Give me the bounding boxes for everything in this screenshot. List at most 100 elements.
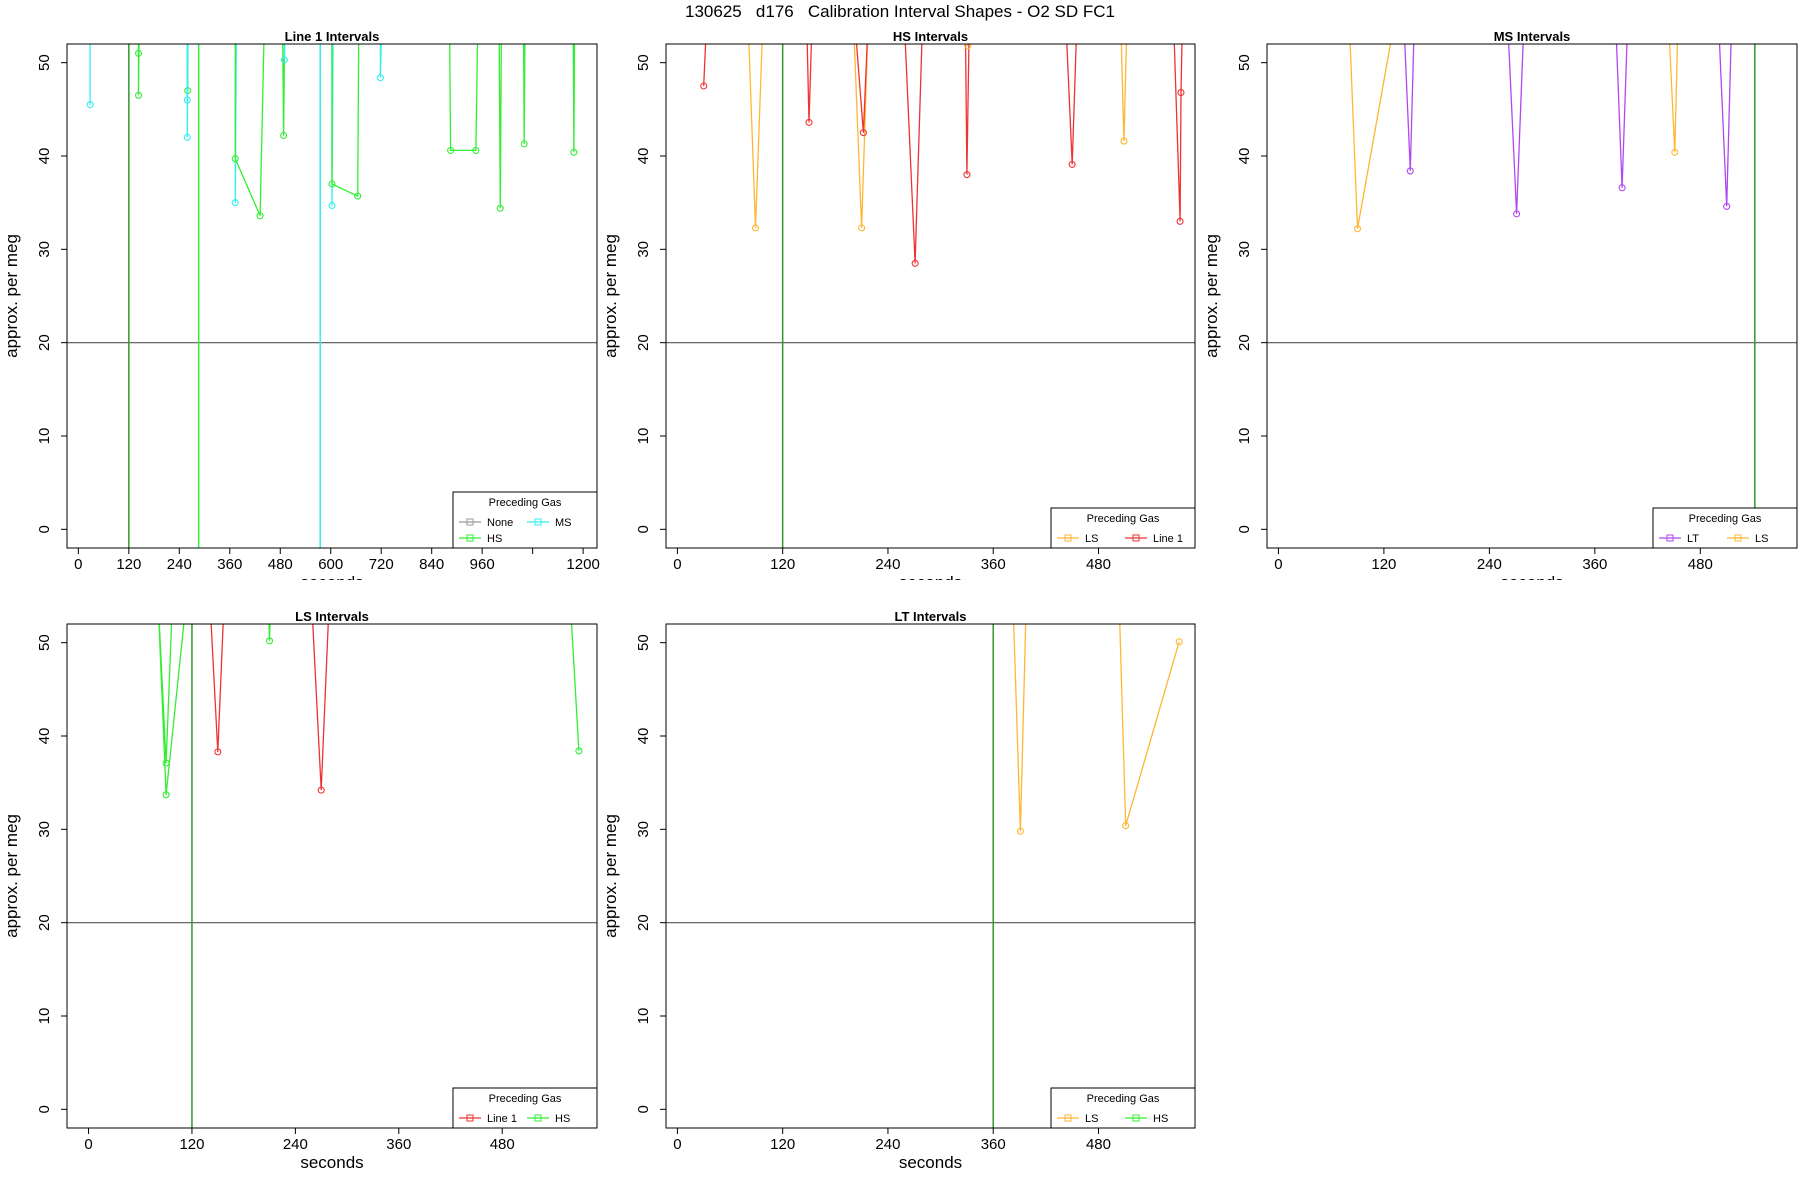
data-point xyxy=(328,180,336,188)
legend-entry: LS xyxy=(1755,533,1768,545)
panel-title: Line 1 Intervals xyxy=(285,29,380,44)
x-tick-label: 240 xyxy=(1477,556,1502,573)
legend-entry: HS xyxy=(487,533,502,545)
page-title: 130625 d176 Calibration Interval Shapes … xyxy=(685,2,1115,21)
y-tick-label: 30 xyxy=(36,241,53,258)
y-tick-label: 30 xyxy=(36,821,53,838)
legend-entry: MS xyxy=(555,517,572,529)
data-point xyxy=(570,148,578,156)
x-tick-label: 960 xyxy=(470,556,495,573)
data-point xyxy=(1723,202,1731,210)
x-axis-label: seconds xyxy=(899,1153,962,1172)
y-tick-label: 0 xyxy=(36,525,53,533)
x-tick-label: 0 xyxy=(673,1136,681,1153)
data-point xyxy=(162,791,170,799)
y-tick-label: 40 xyxy=(36,728,53,745)
series-line xyxy=(137,44,140,96)
y-axis-label: approx. per meg xyxy=(1202,234,1221,358)
x-tick-label: 120 xyxy=(770,556,795,573)
series-line xyxy=(967,44,969,46)
series-line xyxy=(1119,624,1180,826)
y-tick-label: 10 xyxy=(36,428,53,445)
series-line xyxy=(522,44,526,144)
x-tick-label: 360 xyxy=(1582,556,1607,573)
x-tick-label: 360 xyxy=(981,556,1006,573)
x-tick-label: 840 xyxy=(419,556,444,573)
series-line xyxy=(331,44,360,198)
legend-swatch-marker xyxy=(1666,534,1674,542)
x-tick-label: 120 xyxy=(770,1136,795,1153)
panel-ms-intervals: MS Intervals 0 120 240 360 480 seconds 0 10 20 30 4… xyxy=(1202,29,1798,580)
panel-title: LT Intervals xyxy=(894,609,966,624)
data-point xyxy=(214,748,222,756)
y-tick-label: 20 xyxy=(635,334,652,351)
series-line xyxy=(1173,44,1183,222)
panel-title: HS Intervals xyxy=(893,29,968,44)
legend-swatch-marker xyxy=(466,534,474,542)
data-point xyxy=(472,146,480,154)
data-point xyxy=(963,171,971,179)
series-line xyxy=(570,624,580,751)
legend-swatch-marker xyxy=(534,1114,542,1122)
legend-entry: LS xyxy=(1085,533,1098,545)
data-point xyxy=(1353,225,1362,233)
plot-frame xyxy=(1266,43,1798,549)
series-line xyxy=(158,624,173,764)
y-tick-label: 0 xyxy=(635,1105,652,1113)
x-tick-label: 360 xyxy=(386,1136,411,1153)
data-point xyxy=(1122,822,1130,830)
data-point xyxy=(805,118,813,126)
series-line xyxy=(904,44,923,264)
data-point xyxy=(700,82,708,90)
y-tick-label: 10 xyxy=(36,1008,53,1025)
legend-swatch-marker xyxy=(1132,1114,1140,1122)
panel-title: MS Intervals xyxy=(1494,29,1571,44)
data-point xyxy=(183,133,191,141)
x-axis-label: seconds xyxy=(300,1153,363,1172)
plot-frame xyxy=(66,623,598,1129)
series-line xyxy=(1349,44,1392,229)
legend-title: Preceding Gas xyxy=(489,1093,562,1105)
legend-swatch-marker xyxy=(466,518,474,526)
series-line xyxy=(855,44,868,133)
y-tick-label: 50 xyxy=(635,634,652,651)
y-tick-label: 0 xyxy=(1236,525,1253,533)
y-tick-label: 40 xyxy=(1236,148,1253,165)
data-point xyxy=(1068,160,1076,168)
x-axis-label: seconds xyxy=(300,573,363,580)
x-tick-label: 0 xyxy=(84,1136,92,1153)
legend-title: Preceding Gas xyxy=(1087,1093,1160,1105)
x-tick-label: 240 xyxy=(167,556,192,573)
x-tick-label: 240 xyxy=(875,1136,900,1153)
data-point xyxy=(134,91,143,99)
plot-frame xyxy=(665,623,1196,1129)
series-line xyxy=(210,624,224,752)
legend-swatch-marker xyxy=(1734,534,1742,542)
series-line xyxy=(234,44,265,216)
legend-box xyxy=(452,491,598,549)
y-tick-label: 0 xyxy=(36,1105,53,1113)
y-tick-label: 40 xyxy=(36,148,53,165)
legend-box xyxy=(1050,1087,1196,1129)
plot-area xyxy=(67,44,597,548)
x-tick-label: 0 xyxy=(1274,556,1282,573)
y-tick-label: 40 xyxy=(635,728,652,745)
series-line xyxy=(1615,44,1628,188)
panel-ls-intervals: LS Intervals 0 120 240 360 480 seconds 0 10 20 30 4… xyxy=(2,609,598,1172)
data-point xyxy=(231,155,239,163)
data-point xyxy=(751,224,760,232)
x-tick-label: 120 xyxy=(179,1136,204,1153)
y-tick-label: 20 xyxy=(36,334,53,351)
series-line xyxy=(572,44,576,153)
series-line xyxy=(964,44,970,175)
x-tick-label: 600 xyxy=(318,556,343,573)
plot-frame xyxy=(66,43,598,549)
data-point xyxy=(1177,88,1185,97)
data-point xyxy=(256,212,264,220)
data-point xyxy=(280,56,289,64)
data-point xyxy=(317,786,325,794)
data-point xyxy=(520,140,528,148)
y-tick-label: 10 xyxy=(635,428,652,445)
series-line xyxy=(186,44,189,138)
data-point xyxy=(858,224,866,232)
